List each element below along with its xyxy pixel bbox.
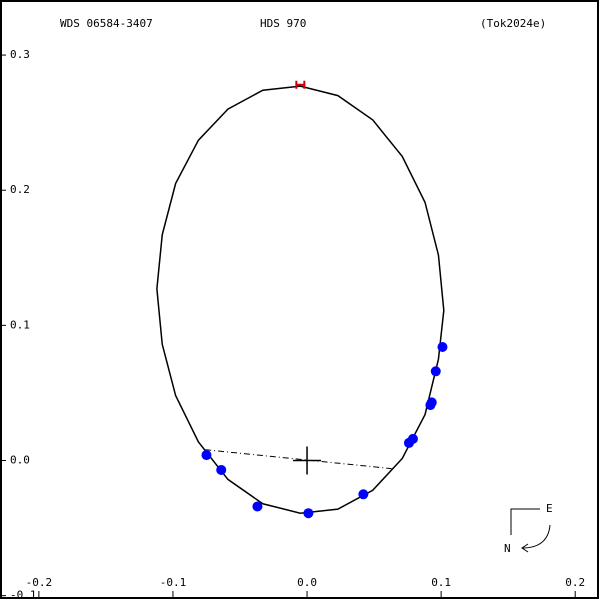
compass	[510, 508, 551, 553]
periastron	[295, 80, 306, 89]
x-tick-label: -0.2	[26, 576, 53, 589]
observation	[407, 433, 418, 444]
x-tick-label: 0.2	[565, 576, 585, 589]
y-tick-label: 0.2	[10, 183, 30, 196]
observation	[437, 341, 448, 352]
primary-star	[293, 446, 322, 475]
compass-north: N	[504, 542, 511, 555]
y-tick-label: 0.0	[10, 454, 30, 467]
header-name: HDS 970	[260, 17, 306, 30]
observation	[216, 464, 227, 475]
compass-east: E	[546, 502, 553, 515]
header-wds: WDS 06584-3407	[60, 17, 153, 30]
y-tick-label: 0.1	[10, 318, 30, 331]
observation	[201, 450, 212, 461]
observation	[303, 508, 314, 519]
y-tick-label: 0.3	[10, 48, 30, 61]
orbit	[156, 85, 445, 514]
node-line	[205, 449, 392, 470]
observation	[430, 366, 441, 377]
x-tick-label: -0.1	[160, 576, 187, 589]
x-tick-label: 0.1	[431, 576, 451, 589]
compass-arrow	[521, 524, 551, 553]
observation	[426, 397, 437, 408]
header-ref: (Tok2024e)	[480, 17, 546, 30]
observation	[252, 501, 263, 512]
compass-axes	[510, 508, 540, 535]
y-tick-label: -0.1	[10, 589, 37, 600]
x-tick-label: 0.0	[297, 576, 317, 589]
observation	[358, 489, 369, 500]
